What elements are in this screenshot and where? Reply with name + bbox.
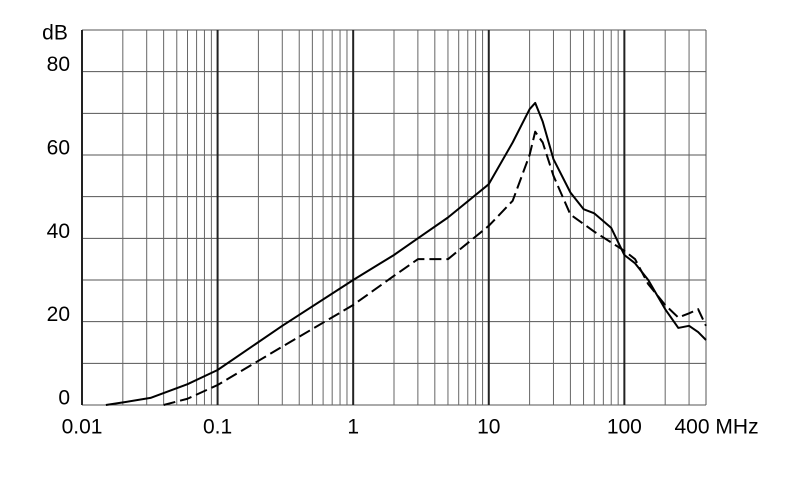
y-tick-label: 0 xyxy=(58,387,70,410)
x-unit: MHz xyxy=(715,416,758,439)
y-unit: dB xyxy=(42,22,68,45)
series-line xyxy=(105,101,707,406)
x-tick-label: 100 xyxy=(607,416,642,439)
y-tick-label: 80 xyxy=(47,53,70,76)
x-tick-label: 1 xyxy=(347,416,359,439)
x-tick-label: 0.1 xyxy=(203,416,232,439)
y-tick-label: 40 xyxy=(47,220,70,243)
y-tick-label: 60 xyxy=(47,137,70,160)
x-tick-label: 0.01 xyxy=(62,416,103,439)
x-tick-label: 10 xyxy=(477,416,500,439)
y-tick-label: 20 xyxy=(47,303,70,326)
x-tick-label: 400 xyxy=(674,416,709,439)
